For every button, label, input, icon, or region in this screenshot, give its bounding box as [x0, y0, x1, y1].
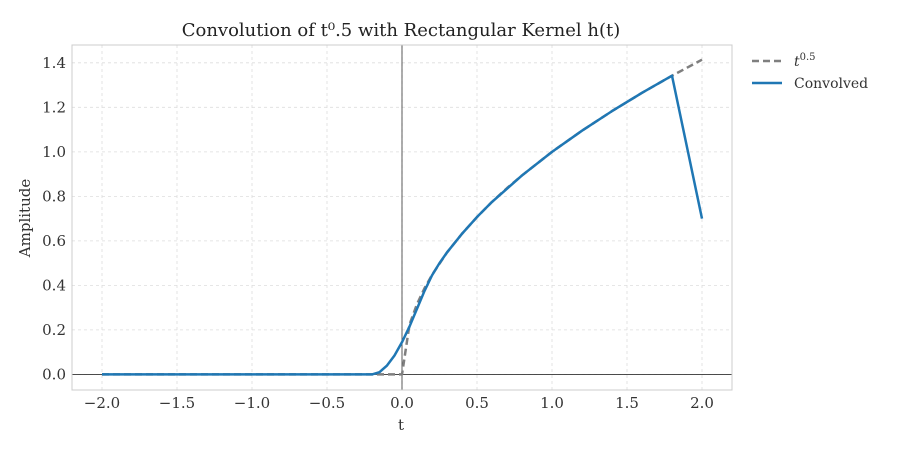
y-tick-label: 0.8 [42, 187, 66, 205]
y-tick-label: 0.6 [42, 232, 66, 250]
x-tick-label: 1.5 [615, 394, 639, 412]
x-tick-label: 0.0 [390, 394, 414, 412]
x-tick-label: −1.5 [159, 394, 195, 412]
y-tick-label: 0.2 [42, 321, 66, 339]
x-tick-label: 1.0 [540, 394, 564, 412]
legend-label-sqrt: t0.5 [794, 52, 816, 70]
y-axis-ticks: 0.0 0.2 0.4 0.6 0.8 1.0 1.2 1.4 [42, 54, 66, 384]
x-tick-label: 0.5 [465, 394, 489, 412]
series-line-convolved [102, 74, 704, 376]
legend-label-sqrt-exponent: 0.5 [800, 52, 816, 63]
y-tick-label: 0.0 [42, 365, 66, 383]
plot-frame [71, 44, 733, 391]
legend: t0.5 Convolved [752, 52, 868, 92]
legend-label-sqrt-base: t [794, 54, 800, 70]
x-tick-label: −0.5 [309, 394, 345, 412]
x-tick-label: 2.0 [690, 394, 714, 412]
y-tick-label: 1.0 [42, 143, 66, 161]
x-axis-title: t [398, 416, 404, 434]
x-tick-label: −2.0 [84, 394, 120, 412]
y-tick-label: 1.4 [42, 54, 66, 72]
x-axis-ticks: −2.0 −1.5 −1.0 −0.5 0.0 0.5 1.0 1.5 2.0 [84, 394, 714, 412]
y-tick-label: 0.4 [42, 276, 66, 294]
y-tick-label: 1.2 [42, 98, 66, 116]
chart-title: Convolution of t⁰.5 with Rectangular Ker… [182, 20, 621, 41]
x-tick-label: −1.0 [234, 394, 270, 412]
y-axis-title: Amplitude [16, 179, 34, 259]
legend-label-convolved: Convolved [794, 76, 868, 92]
plot-series [102, 58, 704, 376]
